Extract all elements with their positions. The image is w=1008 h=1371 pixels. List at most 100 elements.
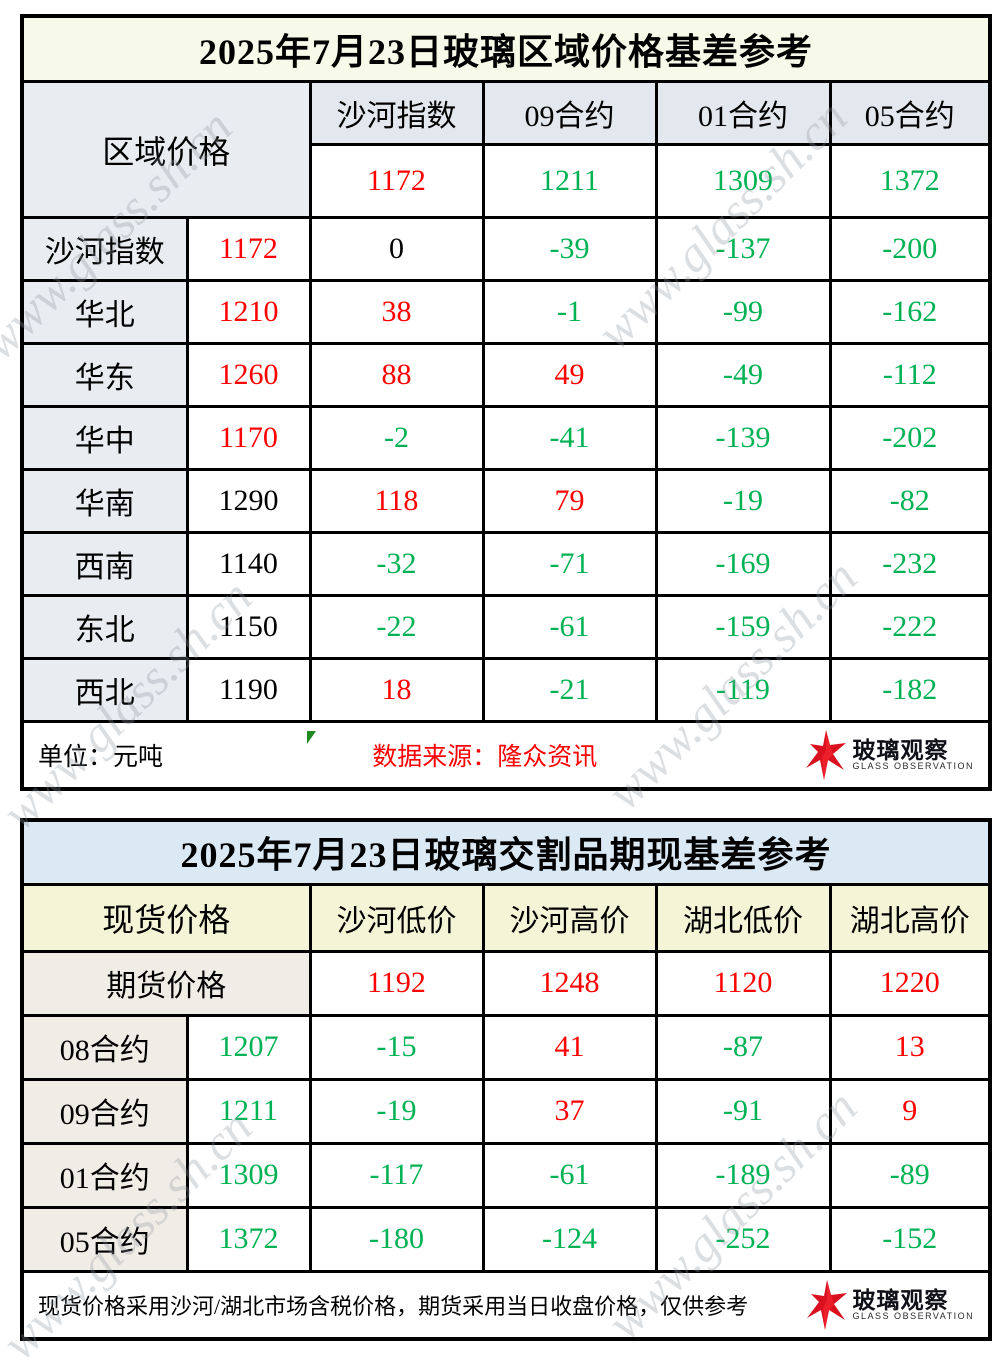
basis-value: -99 [654, 279, 832, 345]
column-header: 沙河指数 [308, 80, 485, 146]
table-title-row: 2025年7月23日玻璃区域价格基差参考 [20, 14, 992, 83]
table2-title: 2025年7月23日玻璃交割品期现基差参考 [20, 818, 992, 886]
row-label: 05合约 [20, 1205, 189, 1273]
row-label: 华北 [20, 279, 189, 345]
row-label: 08合约 [20, 1013, 189, 1081]
basis-value: 118 [308, 468, 485, 534]
spot-price-value: 1372 [185, 1205, 312, 1273]
regional-basis-table: 2025年7月23日玻璃区域价格基差参考 区域价格 沙河指数 09合约 01合约… [20, 14, 993, 791]
basis-value: -137 [654, 216, 832, 282]
basis-value: -182 [828, 657, 992, 723]
futures-reference-value: 1120 [654, 949, 832, 1017]
basis-value: 13 [828, 1013, 992, 1081]
basis-value: 37 [481, 1077, 658, 1145]
basis-value: 79 [481, 468, 658, 534]
basis-value: 0 [308, 216, 485, 282]
unit-note: 单位：元吨 [38, 744, 164, 771]
table-row: 09合约 1211 -19 37 -91 9 [20, 1077, 992, 1145]
basis-value: -61 [481, 594, 658, 660]
basis-value: -139 [654, 405, 832, 471]
basis-value: -202 [828, 405, 992, 471]
table1-footer: 单位：元吨 数据来源：隆众资讯 玻璃观察 GLASS OBSERVATION [20, 720, 992, 791]
basis-value: -232 [828, 531, 992, 597]
basis-value: -19 [308, 1077, 485, 1145]
reference-row-label: 期货价格 [20, 949, 312, 1017]
futures-reference-value: 1220 [828, 949, 992, 1017]
basis-value: -162 [828, 279, 992, 345]
column-header: 09合约 [481, 80, 658, 146]
basis-value: 18 [308, 657, 485, 723]
basis-value: 38 [308, 279, 485, 345]
basis-value: -189 [654, 1141, 832, 1209]
spot-price-value: 1207 [185, 1013, 312, 1081]
basis-value: -82 [828, 468, 992, 534]
column-header: 05合约 [828, 80, 992, 146]
table-title-row: 2025年7月23日玻璃交割品期现基差参考 [20, 818, 992, 886]
futures-reference-row: 1172 1211 1309 1372 [22, 143, 992, 219]
basis-value: -21 [481, 657, 658, 723]
futures-reference-row: 期货价格 1192 1248 1120 1220 [20, 949, 992, 1017]
basis-value: 49 [481, 342, 658, 408]
basis-value: -252 [654, 1205, 832, 1273]
basis-value: -119 [654, 657, 832, 723]
column-header: 沙河低价 [308, 882, 485, 953]
row-label: 华中 [20, 405, 189, 471]
table-row: 华北 1210 38 -1 -99 -162 [20, 279, 992, 345]
futures-reference-value: 1211 [481, 143, 658, 219]
table-header-row: 现货价格 沙河低价 沙河高价 湖北低价 湖北高价 [20, 882, 992, 953]
basis-value: -49 [654, 342, 832, 408]
row-label: 西南 [20, 531, 189, 597]
table-row: 沙河指数 1172 0 -39 -137 -200 [20, 216, 992, 282]
spot-price-value: 1290 [185, 468, 312, 534]
spot-price-value: 1260 [185, 342, 312, 408]
basis-value: 9 [828, 1077, 992, 1145]
basis-value: 88 [308, 342, 485, 408]
logo-subtitle: GLASS OBSERVATION [852, 761, 974, 771]
table1-title: 2025年7月23日玻璃区域价格基差参考 [20, 14, 992, 83]
spot-price-value: 1211 [185, 1077, 312, 1145]
basis-value: -180 [308, 1205, 485, 1273]
table2-footer: 现货价格采用沙河/湖北市场含税价格，期货采用当日收盘价格，仅供参考 玻璃观察 G… [20, 1269, 992, 1340]
basis-value: -89 [828, 1141, 992, 1209]
spot-price-value: 1210 [185, 279, 312, 345]
table-footer-row: 单位：元吨 数据来源：隆众资讯 玻璃观察 GLASS OBSERVATION [20, 720, 992, 791]
basis-value: 41 [481, 1013, 658, 1081]
basis-value: -71 [481, 531, 658, 597]
basis-value: -124 [481, 1205, 658, 1273]
basis-value: -61 [481, 1141, 658, 1209]
column-header: 湖北高价 [828, 882, 992, 953]
table-row: 华东 1260 88 49 -49 -112 [20, 342, 992, 408]
basis-value: -87 [654, 1013, 832, 1081]
basis-value: -15 [308, 1013, 485, 1081]
row-label: 华南 [20, 468, 189, 534]
basis-value: -159 [654, 594, 832, 660]
disclaimer-note: 现货价格采用沙河/湖北市场含税价格，期货采用当日收盘价格，仅供参考 [38, 1293, 749, 1319]
futures-reference-value: 1309 [654, 143, 832, 219]
delivery-basis-table: 2025年7月23日玻璃交割品期现基差参考 现货价格 沙河低价 沙河高价 湖北低… [20, 818, 993, 1341]
row-label: 09合约 [20, 1077, 189, 1145]
logo-title: 玻璃观察 [852, 738, 949, 763]
table-row: 东北 1150 -22 -61 -159 -222 [20, 594, 992, 660]
basis-value: -112 [828, 342, 992, 408]
basis-value: -19 [654, 468, 832, 534]
data-source-note: 数据来源：隆众资讯 [372, 744, 598, 771]
spot-price-value: 1309 [185, 1141, 312, 1209]
futures-reference-value: 1192 [308, 949, 485, 1017]
basis-value: -222 [828, 594, 992, 660]
column-header: 湖北低价 [654, 882, 832, 953]
futures-reference-value: 1172 [308, 143, 485, 219]
corner-header: 现货价格 [20, 882, 312, 953]
basis-value: -32 [308, 531, 485, 597]
logo-subtitle: GLASS OBSERVATION [852, 1310, 975, 1321]
column-header: 01合约 [654, 80, 832, 146]
row-label: 西北 [20, 657, 189, 723]
basis-value: -2 [308, 405, 485, 471]
spot-price-value: 1170 [185, 405, 312, 471]
spot-price-value: 1150 [185, 594, 312, 660]
basis-value: -169 [654, 531, 832, 597]
basis-value: -152 [828, 1205, 992, 1273]
regional-basis-table-section: 2025年7月23日玻璃区域价格基差参考 区域价格 沙河指数 09合约 01合约… [20, 14, 993, 791]
basis-value: -39 [481, 216, 658, 282]
basis-value: -1 [481, 279, 658, 345]
comment-flag-icon [307, 731, 316, 744]
